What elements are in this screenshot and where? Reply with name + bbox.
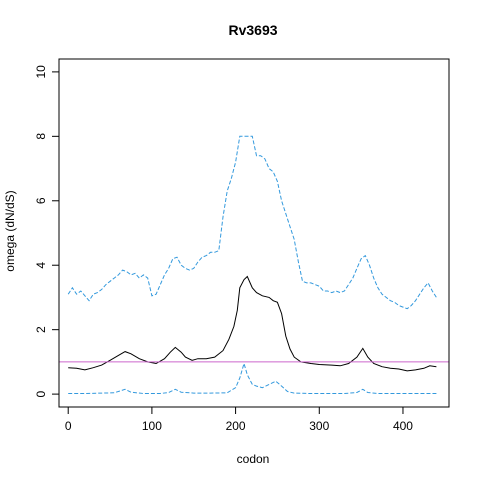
x-tick-label: 0 (65, 419, 72, 433)
series-line-2 (68, 275, 437, 372)
y-tick-label: 10 (34, 65, 48, 79)
x-axis-label: codon (237, 452, 270, 466)
x-tick-label: 400 (393, 419, 413, 433)
chart-title: Rv3693 (228, 22, 277, 38)
series-line-1 (67, 135, 437, 310)
x-axis: 0 100 200 300 400 (65, 406, 413, 433)
y-tick-label: 2 (34, 326, 48, 333)
x-tick-label: 300 (309, 419, 329, 433)
x-tick-label: 100 (142, 419, 162, 433)
series-line-3 (68, 361, 437, 394)
y-axis: 0 2 4 6 8 10 (34, 65, 60, 397)
y-tick-label: 8 (34, 133, 48, 140)
y-tick-label: 0 (34, 390, 48, 397)
y-tick-label: 4 (34, 262, 48, 269)
y-tick-label: 6 (34, 197, 48, 204)
y-axis-label: omega (dN/dS) (3, 190, 17, 271)
series-layer (67, 135, 437, 394)
plot-frame (58, 58, 450, 408)
x-tick-label: 200 (226, 419, 246, 433)
